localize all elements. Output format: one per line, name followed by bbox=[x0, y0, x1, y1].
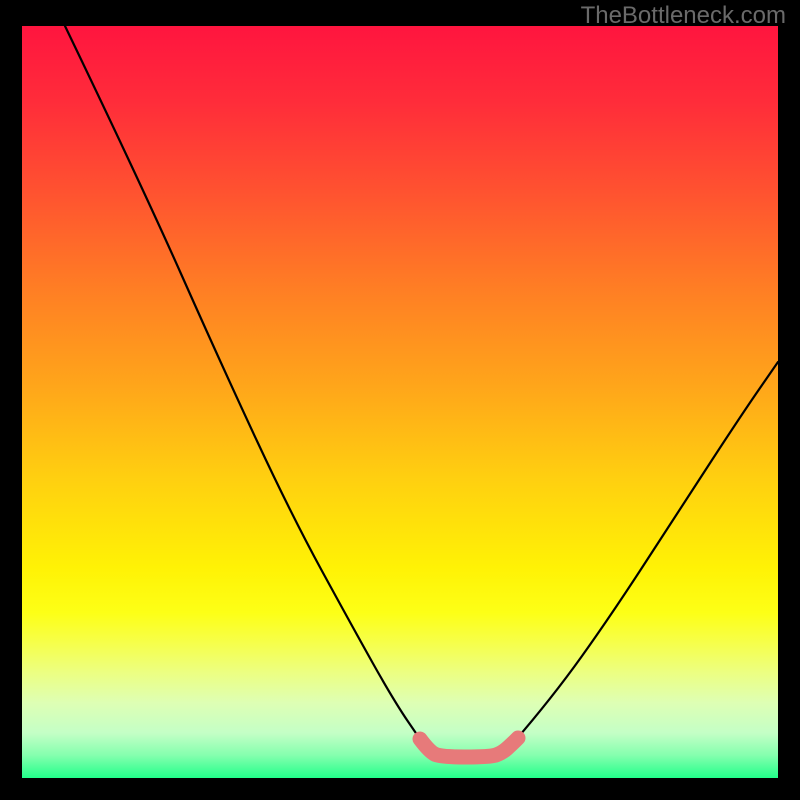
bottleneck-chart-svg bbox=[22, 26, 778, 778]
plot-area bbox=[22, 26, 778, 778]
watermark-text: TheBottleneck.com bbox=[581, 2, 786, 30]
gradient-background bbox=[22, 26, 778, 778]
chart-frame: TheBottleneck.com bbox=[0, 0, 800, 800]
